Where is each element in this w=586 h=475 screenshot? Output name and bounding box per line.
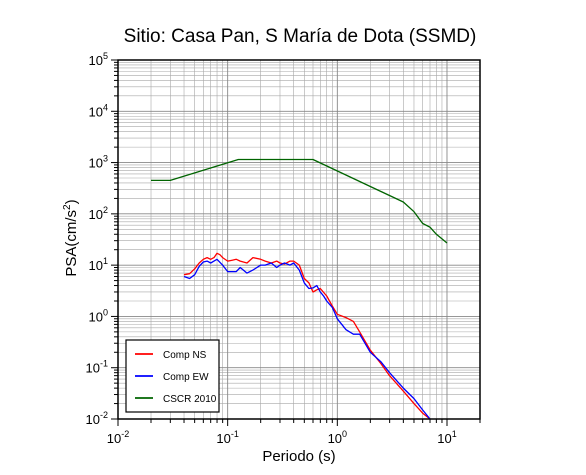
x-tick-label: 101 [437, 429, 456, 446]
y-axis-label-close: ) [63, 199, 80, 204]
chart-title: Sitio: Casa Pan, S María de Dota (SSMD) [124, 26, 477, 47]
y-tick-label: 100 [89, 307, 108, 324]
legend-label: CSCR 2010 [163, 394, 217, 405]
legend-label: Comp NS [163, 350, 207, 361]
y-axis-label-sup: 2 [62, 204, 73, 210]
x-tick-labels: 10-2 10-1 100 101 [107, 429, 457, 446]
y-axis-label: PSA(cm/s2) [62, 199, 80, 276]
legend: Comp NS Comp EW CSCR 2010 [125, 339, 220, 413]
y-tick-labels: 10-2 10-1 100 101 102 103 104 105 [86, 51, 108, 427]
y-tick-label: 103 [89, 154, 108, 171]
series-layer [151, 158, 448, 420]
y-tick-label: 104 [89, 102, 108, 119]
y-tick-label: 10-1 [86, 359, 108, 376]
y-tick-label: 105 [89, 51, 108, 68]
x-tick-label: 10-1 [216, 429, 238, 446]
x-tick-label: 10-2 [107, 429, 129, 446]
series-line-2 [183, 258, 431, 420]
y-tick-label: 101 [89, 256, 108, 273]
y-tick-label: 10-2 [86, 410, 108, 427]
series-line-3 [151, 158, 448, 244]
y-axis-label-main: PSA(cm/s [63, 210, 80, 277]
legend-label: Comp EW [163, 372, 209, 383]
x-tick-label: 100 [328, 429, 347, 446]
plot-frame [117, 59, 481, 420]
y-tick-label: 102 [89, 205, 108, 222]
x-axis-label: Periodo (s) [262, 448, 335, 465]
series-line-1 [183, 252, 431, 420]
